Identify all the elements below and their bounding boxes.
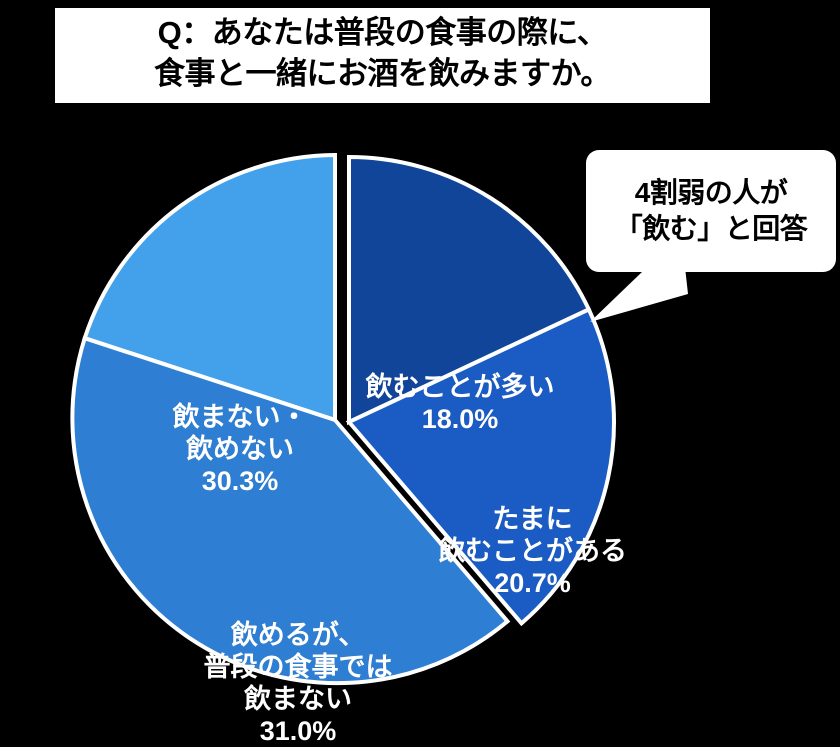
pie-label-nomeruga-text-1: 飲めるが、 bbox=[230, 620, 366, 650]
callout-body: 4割弱の人が 「飲む」と回答 bbox=[586, 150, 836, 272]
pie-slices bbox=[70, 152, 616, 686]
pie-label-tamani-text-1: たまに bbox=[492, 504, 573, 534]
question-title-line-1: Q：あなたは普段の食事の際に、 bbox=[157, 15, 608, 51]
pie-label-nomanai: 飲まない・ 飲めない 30.3% bbox=[140, 402, 340, 498]
pie-exploded-group bbox=[345, 154, 616, 627]
pie-label-nomanai-value: 30.3% bbox=[201, 465, 279, 496]
pie-label-nomanai-text-2: 飲めない bbox=[186, 433, 294, 464]
pie-label-nomeruga-text-2: 普段の食事では bbox=[203, 651, 393, 682]
pie-label-oomoi: 飲むことが多い 18.0% bbox=[350, 372, 570, 436]
callout-balloon: 4割弱の人が 「飲む」と回答 bbox=[586, 150, 836, 322]
infographic-canvas: Q：あなたは普段の食事の際に、 食事と一緒にお酒を飲みますか。 飲むこと bbox=[0, 8, 836, 746]
pie-slice-nomeruga[interactable] bbox=[70, 335, 511, 686]
pie-label-nomeruga: 飲めるが、 普段の食事では 飲まない 31.0% bbox=[178, 620, 418, 747]
callout-tail-icon bbox=[590, 258, 688, 322]
pie-slice-oomoi[interactable] bbox=[347, 154, 592, 426]
pie-label-nomanai-text-1: 飲まない・ bbox=[172, 402, 308, 432]
pie-label-oomoi-text: 飲むことが多い bbox=[365, 372, 555, 402]
question-title-line-2: 食事と一緒にお酒を飲みますか。 bbox=[154, 55, 611, 91]
pie-label-tamani-text-2: 飲むことがある bbox=[438, 535, 627, 566]
pie-label-nomeruga-text-3: 飲まない bbox=[244, 683, 352, 714]
pie-chart: 飲むことが多い 18.0% たまに 飲むことがある 20.7% 飲めるが、 普段… bbox=[0, 120, 700, 746]
pie-label-tamani-value: 20.7% bbox=[494, 567, 571, 598]
question-title-box: Q：あなたは普段の食事の際に、 食事と一緒にお酒を飲みますか。 bbox=[55, 8, 710, 103]
pie-chart-svg bbox=[70, 152, 616, 686]
pie-slice-nomanai[interactable] bbox=[82, 152, 337, 423]
pie-label-tamani: たまに 飲むことがある 20.7% bbox=[425, 504, 640, 600]
pie-slice-tamani[interactable] bbox=[345, 306, 616, 627]
callout-line-2: 「飲む」と回答 bbox=[614, 213, 808, 244]
pie-label-oomoi-value: 18.0% bbox=[421, 403, 499, 434]
pie-label-nomeruga-value: 31.0% bbox=[259, 715, 337, 746]
callout-line-1: 4割弱の人が bbox=[634, 177, 788, 209]
